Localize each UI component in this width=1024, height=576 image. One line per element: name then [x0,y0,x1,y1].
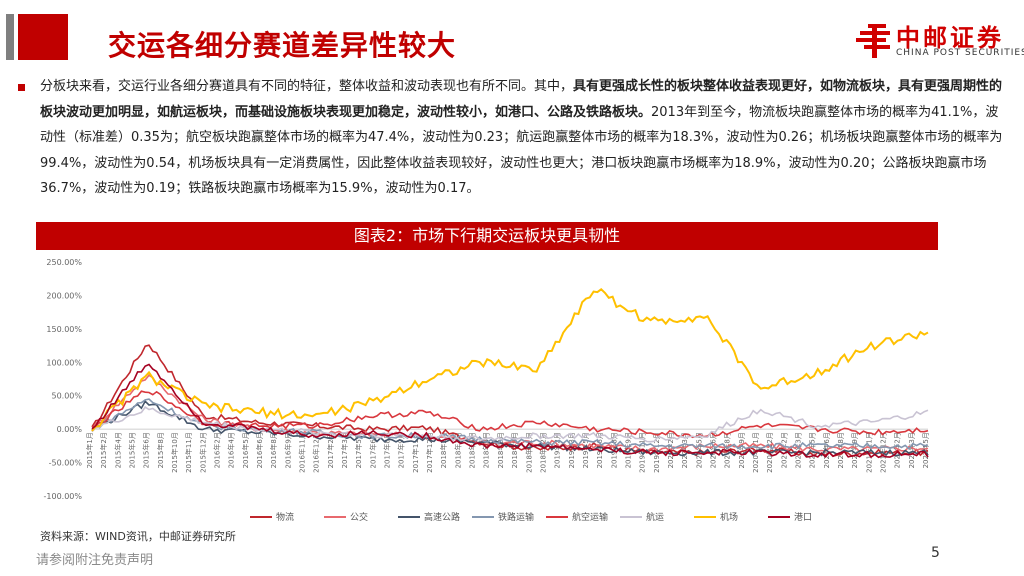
x-tick-label: 2018年8月 [496,432,505,468]
x-tick-label: 2022年5月 [921,432,930,468]
x-tick-label: 2019年9月 [623,432,632,468]
logo-english-name: CHINA POST SECURITIES [896,48,1024,58]
x-tick-label: 2018年9月 [510,432,519,468]
x-tick-label: 2017年3月 [340,432,349,468]
y-tick-label: 100.00% [46,358,82,367]
chart-series-lines [91,287,929,459]
series-line [91,406,929,443]
y-tick-label: 150.00% [46,325,82,334]
legend-label: 机场 [720,511,738,523]
header-accent-gray [6,14,14,60]
x-tick-label: 2016年8月 [269,432,278,468]
page-title: 交运各细分赛道差异性较大 [108,29,457,62]
x-tick-label: 2017年12月 [425,432,434,473]
x-tick-label: 2017年6月 [368,432,377,468]
x-tick-label: 2015年10月 [170,432,179,473]
x-tick-label: 2016年12月 [312,432,321,473]
x-tick-label: 2017年9月 [397,432,406,468]
x-tick-label: 2016年6月 [255,432,264,468]
y-tick-label: 200.00% [46,291,82,300]
y-tick-label: -50.00% [49,459,83,468]
x-tick-label: 2015年1月 [85,432,94,468]
legend-label: 公交 [350,511,368,523]
x-tick-label: 2017年5月 [354,432,363,468]
figure-title: 图表2：市场下行期交运板块更具韧性 [353,226,621,245]
x-tick-label: 2018年5月 [468,432,477,468]
bullet-marker [18,84,25,91]
y-tick-label: 250.00% [46,258,82,267]
x-tick-label: 2015年11月 [184,432,193,473]
body-paragraph: 分板块来看，交运行业各细分赛道具有不同的特征，整体收益和波动表现也有所不同。其中… [40,74,1008,202]
x-tick-label: 2016年9月 [283,432,292,468]
page-number: 5 [931,545,940,561]
x-tick-label: 2021年5月 [808,432,817,468]
x-tick-label: 2018年6月 [482,432,491,468]
legend-label: 航空运输 [572,511,608,523]
series-line [91,399,929,457]
logo-chinese-name: 中邮证券 [896,24,1004,52]
line-chart: 250.00% 200.00% 150.00% 100.00% 50.00% 0.00% -… [44,258,930,523]
paragraph-highlight: 具有更强成长性的板块整体收益表现更好，如物流板块，具有更强周期性的板块波动更加明… [40,79,1003,120]
x-tick-label: 2015年2月 [99,432,108,468]
company-logo: 中邮证券 CHINA POST SECURITIES [852,18,1024,64]
x-tick-label: 2020年5月 [694,432,703,468]
series-line [91,363,929,459]
x-tick-label: 2021年9月 [850,432,859,468]
x-tick-label: 2018年2月 [439,432,448,468]
series-line [91,390,929,439]
x-tick-label: 2021年3月 [793,432,802,468]
x-tick-label: 2017年11月 [411,432,420,473]
x-tick-label: 2016年11月 [298,432,307,473]
legend-label: 航运 [646,511,664,523]
paragraph-intro: 分板块来看，交运行业各细分赛道具有不同的特征，整体收益和波动表现也有所不同。其中… [40,79,574,94]
x-tick-label: 2020年9月 [737,432,746,468]
x-tick-label: 2018年12月 [538,432,547,473]
x-tick-label: 2016年5月 [241,432,250,468]
x-tick-label: 2018年3月 [453,432,462,468]
x-tick-label: 2015年5月 [128,432,137,468]
chart-legend: 物流 公交 高速公路 铁路运输 航空运输 航运 机场 港口 [250,511,812,523]
legend-label: 物流 [276,511,294,523]
legend-label: 高速公路 [424,511,460,523]
x-tick-label: 2015年4月 [113,432,122,468]
x-tick-label: 2020年6月 [708,432,717,468]
x-tick-label: 2015年12月 [198,432,207,473]
header-accent-red [18,14,68,60]
x-tick-label: 2019年5月 [581,432,590,468]
paragraph-details: 2013年到至今，物流板块跑赢整体市场的概率为41.1%，波动性（标准差）0.3… [40,104,1003,197]
china-post-emblem-icon [856,24,890,58]
x-tick-label: 2015年8月 [156,432,165,468]
x-tick-label: 2017年2月 [326,432,335,468]
figure-title-banner: 图表2：市场下行期交运板块更具韧性 [36,222,938,250]
legend-label: 港口 [794,511,812,523]
y-tick-label: -100.00% [44,492,83,501]
x-tick-label: 2017年8月 [383,432,392,468]
x-tick-label: 2018年11月 [524,432,533,473]
x-tick-label: 2016年2月 [213,432,222,468]
x-tick-label: 2022年3月 [907,432,916,468]
x-tick-label: 2019年2月 [553,432,562,468]
x-tick-label: 2016年4月 [227,432,236,468]
x-tick-label: 2015年6月 [142,432,151,468]
series-line [91,287,929,432]
y-tick-label: 0.00% [57,425,83,434]
source-note: 资料来源：WIND资讯，中邮证券研究所 [40,530,236,543]
disclaimer-link[interactable]: 请参阅附注免责声明 [36,553,154,568]
legend-label: 铁路运输 [498,511,534,523]
y-tick-label: 50.00% [51,392,82,401]
